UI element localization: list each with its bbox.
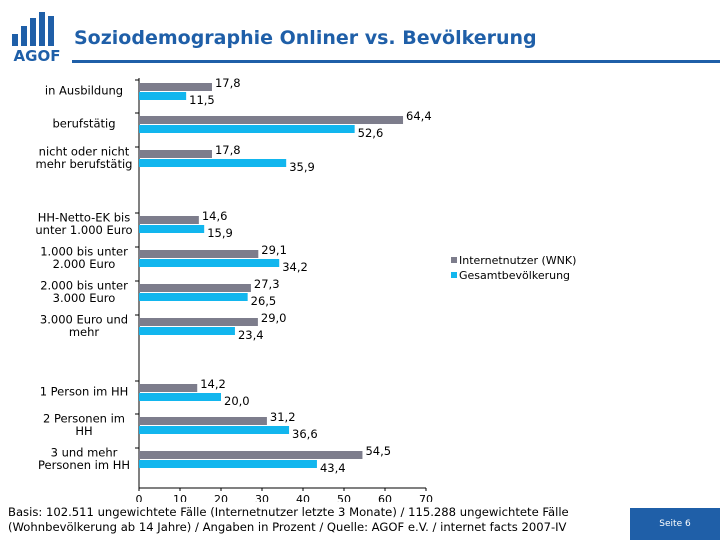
data-label-internetnutzer: 54,5 — [365, 444, 391, 458]
bar-gesamtbevoelkerung — [139, 125, 355, 133]
category-label: berufstätig — [53, 117, 116, 131]
x-tick-label: 10 — [173, 493, 187, 502]
data-label-gesamtbevoelkerung: 36,6 — [292, 427, 318, 441]
x-tick-label: 30 — [255, 493, 269, 502]
data-label-gesamtbevoelkerung: 52,6 — [358, 126, 384, 140]
category-label: 1.000 bis unter — [40, 244, 128, 258]
data-label-gesamtbevoelkerung: 15,9 — [207, 226, 233, 240]
category-label: nicht oder nicht — [39, 144, 130, 158]
category-label: 3.000 Euro und — [40, 312, 128, 326]
x-tick-label: 20 — [214, 493, 228, 502]
x-tick-label: 60 — [378, 493, 392, 502]
data-label-gesamtbevoelkerung: 20,0 — [224, 394, 250, 408]
category-label: mehr — [69, 325, 100, 339]
page-number: Seite 6 — [659, 519, 691, 529]
data-label-gesamtbevoelkerung: 35,9 — [289, 160, 315, 174]
page-number-badge: Seite 6 — [630, 508, 720, 540]
category-label: in Ausbildung — [45, 84, 123, 98]
data-label-internetnutzer: 17,8 — [215, 76, 241, 90]
x-tick-label: 50 — [337, 493, 351, 502]
category-label: 3.000 Euro — [53, 291, 116, 305]
bar-internetnutzer — [139, 83, 212, 91]
legend-swatch — [451, 257, 457, 263]
agof-logo-bars-icon: AGOF — [12, 12, 61, 65]
page-title: Soziodemographie Onliner vs. Bevölkerung — [74, 27, 537, 49]
data-label-internetnutzer: 27,3 — [254, 277, 280, 291]
category-label: 2.000 bis unter — [40, 278, 128, 292]
data-label-internetnutzer: 14,6 — [202, 209, 228, 223]
x-tick-label: 0 — [136, 493, 143, 502]
footnote-line-1: Basis: 102.511 ungewichtete Fälle (Inter… — [8, 505, 569, 519]
data-label-internetnutzer: 17,8 — [215, 143, 241, 157]
data-label-gesamtbevoelkerung: 23,4 — [238, 328, 264, 342]
logo-text: AGOF — [14, 47, 61, 64]
data-label-internetnutzer: 29,1 — [261, 243, 287, 257]
bar-internetnutzer — [139, 318, 258, 326]
category-label: 2 Personen im — [43, 411, 125, 425]
data-label-gesamtbevoelkerung: 26,5 — [251, 294, 277, 308]
category-label: mehr berufstätig — [36, 157, 133, 171]
data-label-internetnutzer: 14,2 — [200, 377, 226, 391]
footnote-line-2: (Wohnbevölkerung ab 14 Jahre) / Angaben … — [8, 520, 567, 534]
x-tick-label: 70 — [419, 493, 433, 502]
data-label-internetnutzer: 64,4 — [406, 109, 432, 123]
category-label: 2.000 Euro — [53, 257, 116, 271]
bar-internetnutzer — [139, 384, 198, 392]
legend-swatch — [451, 272, 457, 278]
title-divider — [72, 60, 720, 63]
category-label: 3 und mehr — [51, 445, 118, 459]
bar-internetnutzer — [139, 250, 259, 258]
bar-internetnutzer — [139, 216, 199, 224]
legend-label-gesamtbevoelkerung: Gesamtbevölkerung — [459, 269, 570, 282]
data-label-gesamtbevoelkerung: 11,5 — [189, 93, 215, 107]
category-label: HH — [75, 424, 92, 438]
bar-gesamtbevoelkerung — [139, 259, 280, 267]
bar-internetnutzer — [139, 451, 363, 459]
bar-gesamtbevoelkerung — [139, 92, 187, 100]
bar-gesamtbevoelkerung — [139, 426, 290, 434]
category-label: 1 Person im HH — [40, 385, 129, 399]
bar-internetnutzer — [139, 116, 404, 124]
data-label-gesamtbevoelkerung: 34,2 — [282, 260, 308, 274]
bar-gesamtbevoelkerung — [139, 460, 317, 468]
bar-chart: in Ausbildung berufstätig nicht oder nicht… — [35, 76, 576, 502]
data-label-gesamtbevoelkerung: 43,4 — [320, 461, 346, 475]
bar-internetnutzer — [139, 284, 251, 292]
category-label: unter 1.000 Euro — [35, 223, 132, 237]
bar-gesamtbevoelkerung — [139, 225, 205, 233]
legend-label-internetnutzer: Internetnutzer (WNK) — [459, 254, 576, 267]
category-label: HH-Netto-EK bis — [38, 210, 131, 224]
footnote: Basis: 102.511 ungewichtete Fälle (Inter… — [8, 505, 623, 535]
category-label: Personen im HH — [38, 458, 130, 472]
bar-gesamtbevoelkerung — [139, 293, 248, 301]
x-tick-label: 40 — [296, 493, 310, 502]
data-label-internetnutzer: 29,0 — [261, 311, 287, 325]
bar-gesamtbevoelkerung — [139, 159, 287, 167]
data-label-internetnutzer: 31,2 — [270, 410, 296, 424]
bar-internetnutzer — [139, 417, 267, 425]
bar-gesamtbevoelkerung — [139, 327, 235, 335]
bar-gesamtbevoelkerung — [139, 393, 221, 401]
agof-logo: AGOF — [8, 8, 66, 65]
bar-internetnutzer — [139, 150, 212, 158]
